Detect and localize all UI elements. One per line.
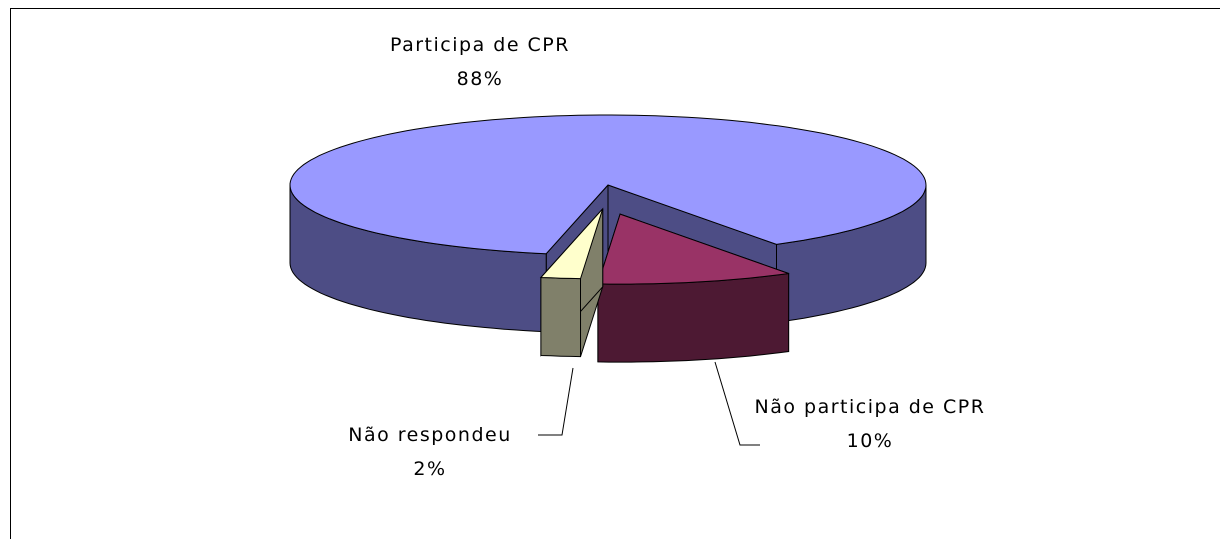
pie-slice [597,213,790,363]
leader-line [714,361,760,446]
slice-label: Não respondeu 2% [310,418,550,486]
slice-side [540,276,581,358]
value-label: 88% [456,68,504,90]
chart-frame [10,8,1220,539]
slice-top [597,213,790,285]
slice-side [597,272,790,363]
category-label: Não respondeu [348,424,512,446]
slice-top [289,114,927,255]
value-label: 10% [846,430,894,452]
slice-label: Participa de CPR 88% [310,28,650,96]
category-label: Participa de CPR [390,34,570,56]
category-label: Não participa de CPR [754,396,986,418]
value-label: 2% [413,458,447,480]
slices [289,114,927,363]
pie-slice [289,114,927,333]
slice-top [539,208,604,280]
slice-label: Não participa de CPR 10% [735,390,1005,458]
leader-line [538,367,574,436]
pie-slice [539,207,604,358]
